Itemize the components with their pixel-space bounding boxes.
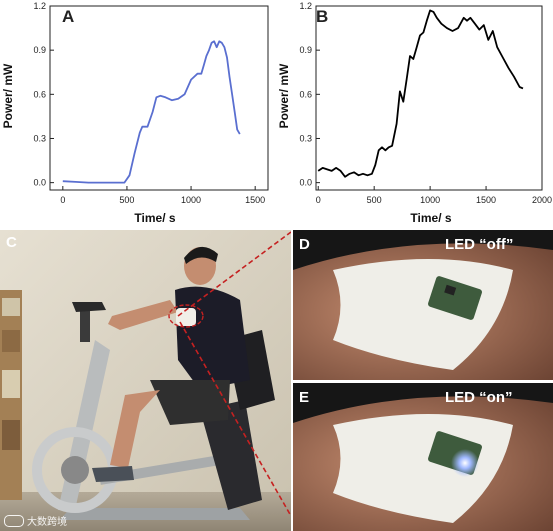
person xyxy=(92,246,250,482)
chart-b-ytick-label: 0.9 xyxy=(299,45,312,55)
chart-b-ytick-label: 0.6 xyxy=(299,89,312,99)
chart-a-frame xyxy=(49,5,269,191)
chart-a-ytick-label: 0.0 xyxy=(33,178,46,188)
photo-c-illustration xyxy=(0,230,291,531)
chart-b-panel-label: B xyxy=(316,7,328,26)
chart-b-series-line xyxy=(317,9,524,178)
photo-e-illustration xyxy=(293,383,553,531)
chart-a: A 0 500 1000 1500 0.0 0.3 0.6 0.9 1.2 Time/ s Po… xyxy=(1,1,269,225)
chart-b-frame xyxy=(315,5,543,191)
callout-ring xyxy=(168,304,204,328)
chart-a-ytick-label: 0.6 xyxy=(33,89,46,99)
chart-a-ytick-label: 0.3 xyxy=(33,133,46,143)
photo-d-illustration xyxy=(293,230,553,380)
chart-b-ylabel: Power/ mW xyxy=(277,63,291,128)
circuit-board xyxy=(428,276,482,320)
chart-a-ytick-label: 1.2 xyxy=(33,1,46,11)
chart-a-ytick-label: 0.9 xyxy=(33,45,46,55)
chart-a-panel-label: A xyxy=(62,7,74,26)
chart-b-xtick-label: 1500 xyxy=(476,195,496,205)
chart-a-series-line xyxy=(62,40,241,184)
photo-d-caption: LED “off” xyxy=(445,236,514,253)
chart-b-xtick-label: 0 xyxy=(316,195,321,205)
callout-line-bottom xyxy=(179,321,291,517)
chart-b-xtick-label: 500 xyxy=(367,195,382,205)
armband xyxy=(176,308,196,326)
chart-a-xlabel: Time/ s xyxy=(134,211,175,225)
chart-b-xtick-label: 2000 xyxy=(532,195,552,205)
chart-a-xtick-label: 0 xyxy=(60,195,65,205)
chart-b-xlabel: Time/ s xyxy=(410,211,451,225)
photo-e: E LED “on” xyxy=(293,383,553,531)
photo-e-label: E xyxy=(299,389,310,406)
watermark-text: 大数跨境 xyxy=(27,517,67,528)
chart-b-ytick-label: 0.3 xyxy=(299,133,312,143)
chart-b-xtick-label: 1000 xyxy=(420,195,440,205)
watermark: 大数跨境 xyxy=(4,513,67,528)
photo-c: C 大数跨境 xyxy=(0,230,291,531)
chart-a-ylabel: Power/ mW xyxy=(1,63,15,128)
chart-b-ytick-label: 1.2 xyxy=(299,1,312,11)
photo-d-label: D xyxy=(299,236,310,253)
chart-b: B 0 500 1000 1500 2000 0.0 0.3 0.6 0.9 1.2 Time/ … xyxy=(277,1,552,225)
chart-a-plot: 0 500 1000 1500 0.0 0.3 0.6 0.9 1.2 xyxy=(33,1,269,205)
chart-a-xtick-label: 500 xyxy=(119,195,134,205)
photo-c-label: C xyxy=(6,234,17,251)
chart-a-xtick-label: 1000 xyxy=(181,195,201,205)
led-glow xyxy=(451,449,479,477)
watermark-icon xyxy=(4,514,24,527)
photo-d: D LED “off” xyxy=(293,230,553,380)
chart-b-plot: 0 500 1000 1500 2000 0.0 0.3 0.6 0.9 1.2 xyxy=(299,1,552,205)
chart-b-ytick-label: 0.0 xyxy=(299,178,312,188)
photo-e-caption: LED “on” xyxy=(445,389,513,406)
chart-a-xtick-label: 1500 xyxy=(245,195,265,205)
